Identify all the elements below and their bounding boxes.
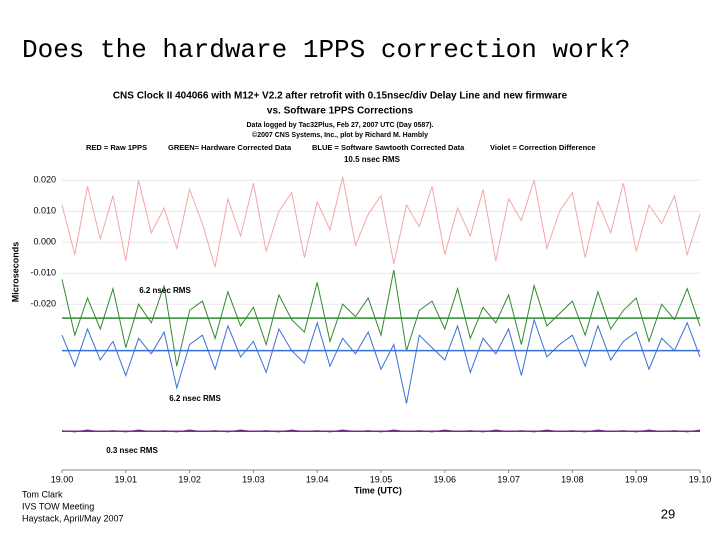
x-tick-label: 19.05 <box>370 474 393 484</box>
x-tick-label: 19.06 <box>434 474 457 484</box>
x-tick-label: 19.00 <box>51 474 74 484</box>
y-tick-label: 0.020 <box>33 175 56 185</box>
footer-line: Tom Clark <box>22 489 63 499</box>
x-tick-label: 19.08 <box>561 474 584 484</box>
series-line <box>61 176 701 268</box>
y-tick-label: -0.020 <box>30 299 56 309</box>
annotation: 10.5 nsec RMS <box>344 155 401 164</box>
annotation: 6.2 nsec RMS <box>169 394 221 403</box>
x-tick-label: 19.04 <box>306 474 329 484</box>
y-tick-label: 0.000 <box>33 237 56 247</box>
x-tick-label: 19.03 <box>242 474 265 484</box>
series-line <box>61 317 701 404</box>
footer-line: Haystack, April/May 2007 <box>22 513 124 523</box>
page-number: 29 <box>661 506 675 521</box>
x-tick-label: 19.09 <box>625 474 648 484</box>
y-tick-label: 0.010 <box>33 206 56 216</box>
legend-entry: Violet = Correction Difference <box>490 143 596 152</box>
legend-entry: BLUE = Software Sawtooth Corrected Data <box>312 143 465 152</box>
chart-title: CNS Clock II 404066 with M12+ V2.2 after… <box>113 91 568 102</box>
legend-entry: GREEN= Hardware Corrected Data <box>168 143 292 152</box>
series-line <box>61 270 701 367</box>
chart-title: vs. Software 1PPS Corrections <box>267 106 414 117</box>
slide-title: Does the hardware 1PPS correction work? <box>22 35 631 65</box>
legend-entry: RED = Raw 1PPS <box>86 143 147 152</box>
x-tick-label: 19.07 <box>497 474 520 484</box>
footer-line: IVS TOW Meeting <box>22 501 94 511</box>
annotation: 6.2 nsec RMS <box>139 286 191 295</box>
y-axis-label: Microseconds <box>10 242 20 303</box>
y-tick-label: -0.010 <box>30 268 56 278</box>
x-axis-label: Time (UTC) <box>354 485 402 495</box>
chart-subtitle: Data logged by Tac32Plus, Feb 27, 2007 U… <box>247 122 434 129</box>
x-tick-label: 19.10 <box>689 474 712 484</box>
chart-subtitle: ©2007 CNS Systems, Inc., plot by Richard… <box>252 131 428 139</box>
x-tick-label: 19.02 <box>178 474 201 484</box>
annotation: 0.3 nsec RMS <box>106 446 158 455</box>
x-tick-label: 19.01 <box>115 474 138 484</box>
